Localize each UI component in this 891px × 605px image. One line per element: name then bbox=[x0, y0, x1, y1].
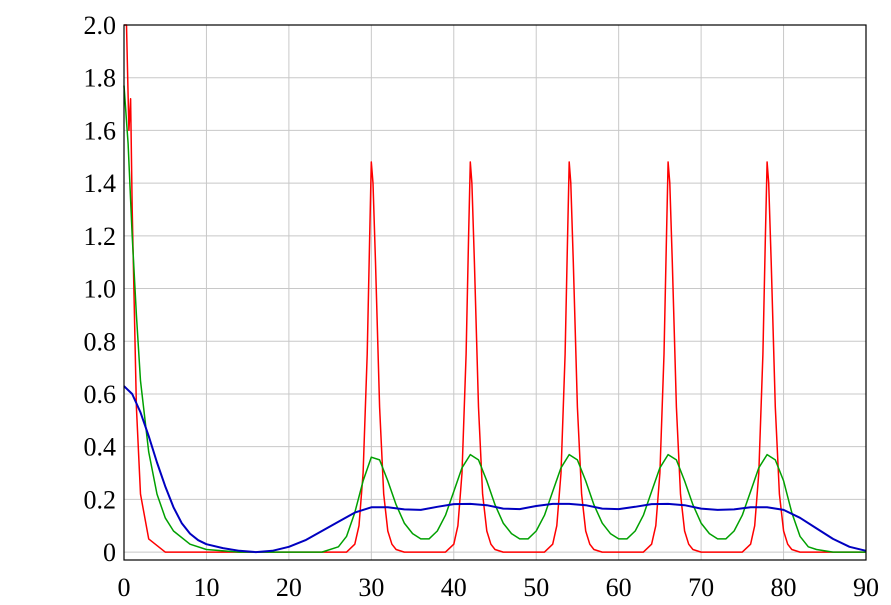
x-tick-label: 80 bbox=[771, 573, 797, 602]
y-axis: 0 0.2 0.4 0.6 0.8 1.0 1.2 1.4 1.6 1.8 2.0 bbox=[84, 11, 117, 567]
x-tick-label: 70 bbox=[688, 573, 714, 602]
x-tick-label: 40 bbox=[441, 573, 467, 602]
green-series-line bbox=[123, 85, 866, 553]
y-tick-label: 1.6 bbox=[84, 116, 117, 145]
y-tick-label: 2.0 bbox=[84, 11, 117, 40]
y-tick-label: 1.8 bbox=[84, 64, 117, 93]
plot-frame bbox=[123, 24, 867, 561]
x-tick-label: 0 bbox=[118, 573, 131, 602]
x-tick-label: 30 bbox=[358, 573, 384, 602]
y-tick-label: 1.0 bbox=[84, 275, 117, 304]
y-tick-label: 0 bbox=[103, 538, 116, 567]
y-tick-label: 0.8 bbox=[84, 327, 117, 356]
x-axis: 0 10 20 30 40 50 60 70 80 90 bbox=[118, 573, 880, 602]
y-tick-label: 0.2 bbox=[84, 485, 117, 514]
x-tick-label: 20 bbox=[276, 573, 302, 602]
x-tick-label: 90 bbox=[853, 573, 879, 602]
y-tick-label: 1.4 bbox=[84, 169, 117, 198]
x-tick-label: 10 bbox=[193, 573, 219, 602]
y-tick-label: 0.4 bbox=[84, 433, 117, 462]
y-tick-label: 1.2 bbox=[84, 222, 117, 251]
x-tick-label: 50 bbox=[523, 573, 549, 602]
x-tick-label: 60 bbox=[606, 573, 632, 602]
red-series-line bbox=[124, 24, 866, 553]
series-layer bbox=[123, 24, 867, 554]
y-tick-label: 0.6 bbox=[84, 380, 117, 409]
blue-series-line bbox=[123, 385, 867, 554]
